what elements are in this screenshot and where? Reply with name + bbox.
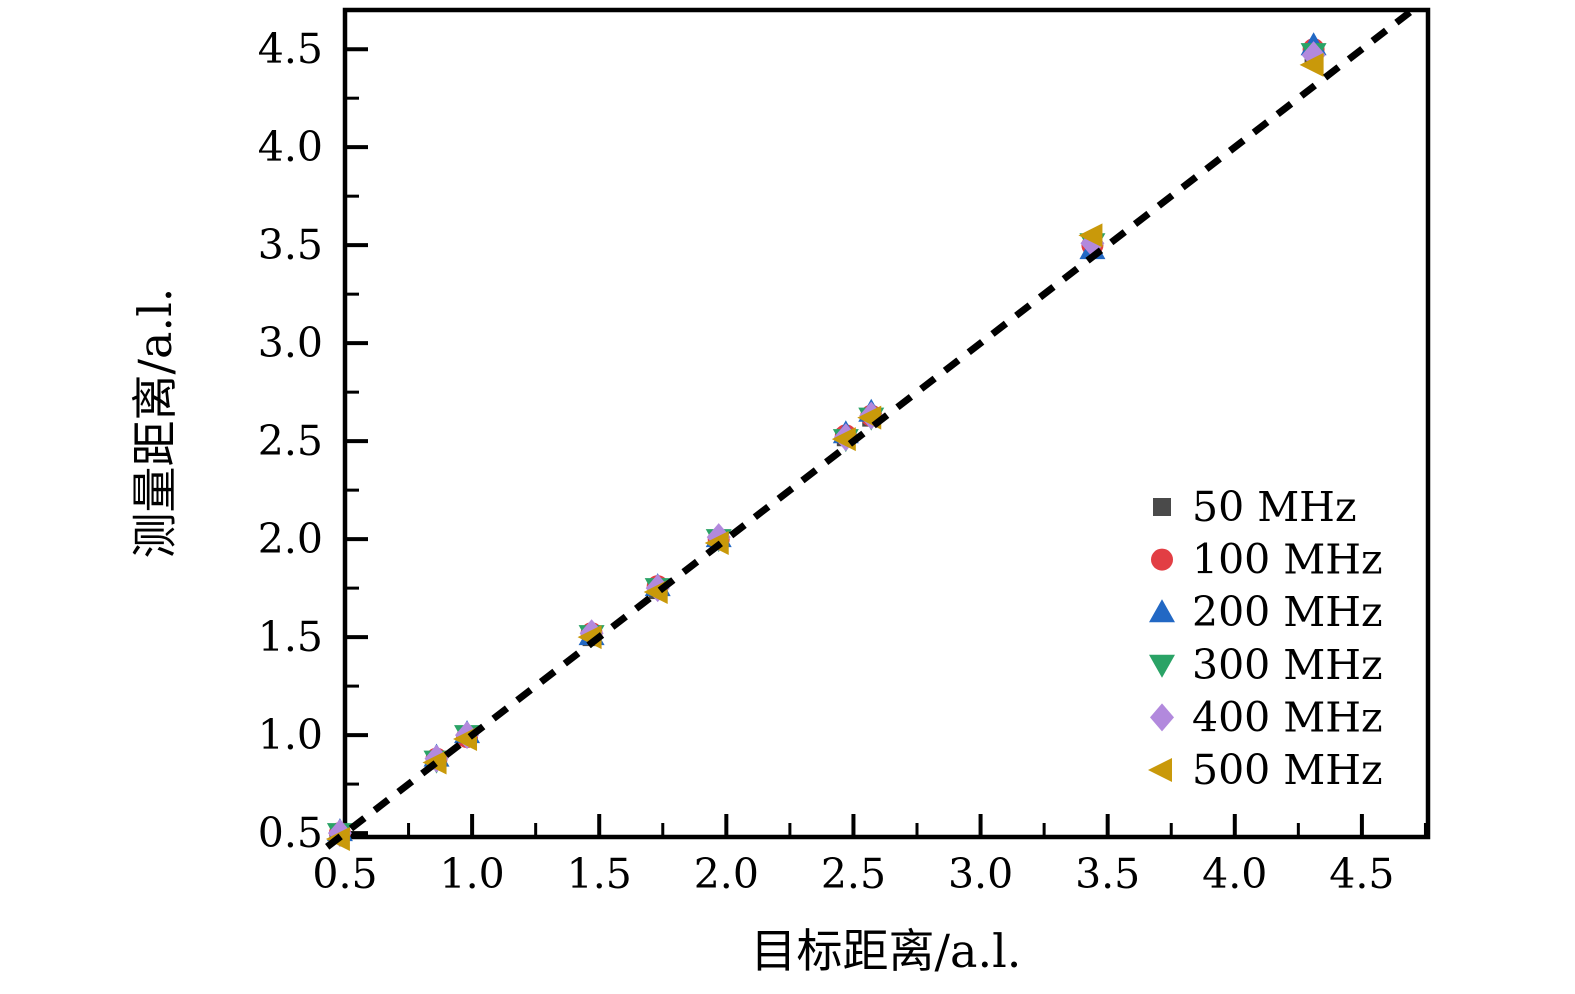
triangle-left-legend-icon xyxy=(1148,758,1172,782)
y-tick-label: 4.0 xyxy=(258,123,323,171)
triangle-up-legend-icon xyxy=(1149,599,1175,623)
plot-frame-box xyxy=(342,7,1431,840)
x-tick-label: 3.0 xyxy=(948,850,1013,898)
x-tick-label: 3.5 xyxy=(1075,850,1140,898)
x-axis-title: 目标距离/a.l. xyxy=(750,924,1022,978)
legend-label: 50 MHz xyxy=(1192,483,1357,531)
data-point xyxy=(1299,52,1324,77)
data-point xyxy=(831,427,856,452)
x-tick-label: 2.5 xyxy=(821,850,886,898)
circle-legend-icon xyxy=(1151,548,1173,571)
series-50-mhz xyxy=(330,46,1323,843)
diamond-legend-icon xyxy=(1150,703,1174,732)
identity-dashed-line xyxy=(325,7,1415,850)
y-tick-label: 2.0 xyxy=(258,515,323,563)
y-tick-label: 3.5 xyxy=(258,221,323,269)
legend-item-200-mhz: 200 MHz xyxy=(1149,588,1383,636)
series-300-mhz xyxy=(326,43,1327,847)
legend-item-400-mhz: 400 MHz xyxy=(1150,693,1383,741)
y-tick-label: 1.5 xyxy=(258,613,323,661)
legend-label: 500 MHz xyxy=(1192,746,1383,794)
y-tick-label: 3.0 xyxy=(258,319,323,367)
y-axis-title: 测量距离/a.l. xyxy=(128,287,182,559)
series-100-mhz xyxy=(328,38,1325,845)
square-legend-icon xyxy=(1153,498,1171,516)
triangle-down-legend-icon xyxy=(1149,654,1175,678)
legend-item-50-mhz: 50 MHz xyxy=(1153,483,1357,531)
y-tick-label: 2.5 xyxy=(258,417,323,465)
axis-ticks xyxy=(343,47,1427,836)
data-point xyxy=(1078,223,1103,248)
plot-frame xyxy=(342,7,1431,840)
y-tick-label: 1.0 xyxy=(258,711,323,759)
legend-label: 400 MHz xyxy=(1192,693,1383,741)
data-point xyxy=(1301,41,1326,70)
legend-label: 300 MHz xyxy=(1192,641,1383,689)
y-tick-label: 0.5 xyxy=(258,809,323,857)
x-tick-label: 1.0 xyxy=(440,850,505,898)
x-tick-label: 0.5 xyxy=(312,850,377,898)
series-200-mhz xyxy=(326,32,1327,842)
x-tick-label: 2.0 xyxy=(694,850,759,898)
legend-item-100-mhz: 100 MHz xyxy=(1151,536,1383,584)
x-tick-label: 4.0 xyxy=(1202,850,1267,898)
tick-labels: 0.5 1.0 1.5 2.0 2.5 3.0 3.5 4.0 4.5 0.5 1.0 1.5 2.0 2… xyxy=(258,25,1395,898)
legend-item-500-mhz: 500 MHz xyxy=(1148,746,1383,794)
legend-label: 100 MHz xyxy=(1192,536,1383,584)
legend-item-300-mhz: 300 MHz xyxy=(1149,641,1383,689)
x-tick-label: 1.5 xyxy=(567,850,632,898)
x-tick-label: 4.5 xyxy=(1329,850,1394,898)
reference-line-group xyxy=(325,7,1415,850)
legend-label: 200 MHz xyxy=(1192,588,1383,636)
y-tick-label: 4.5 xyxy=(258,25,323,73)
